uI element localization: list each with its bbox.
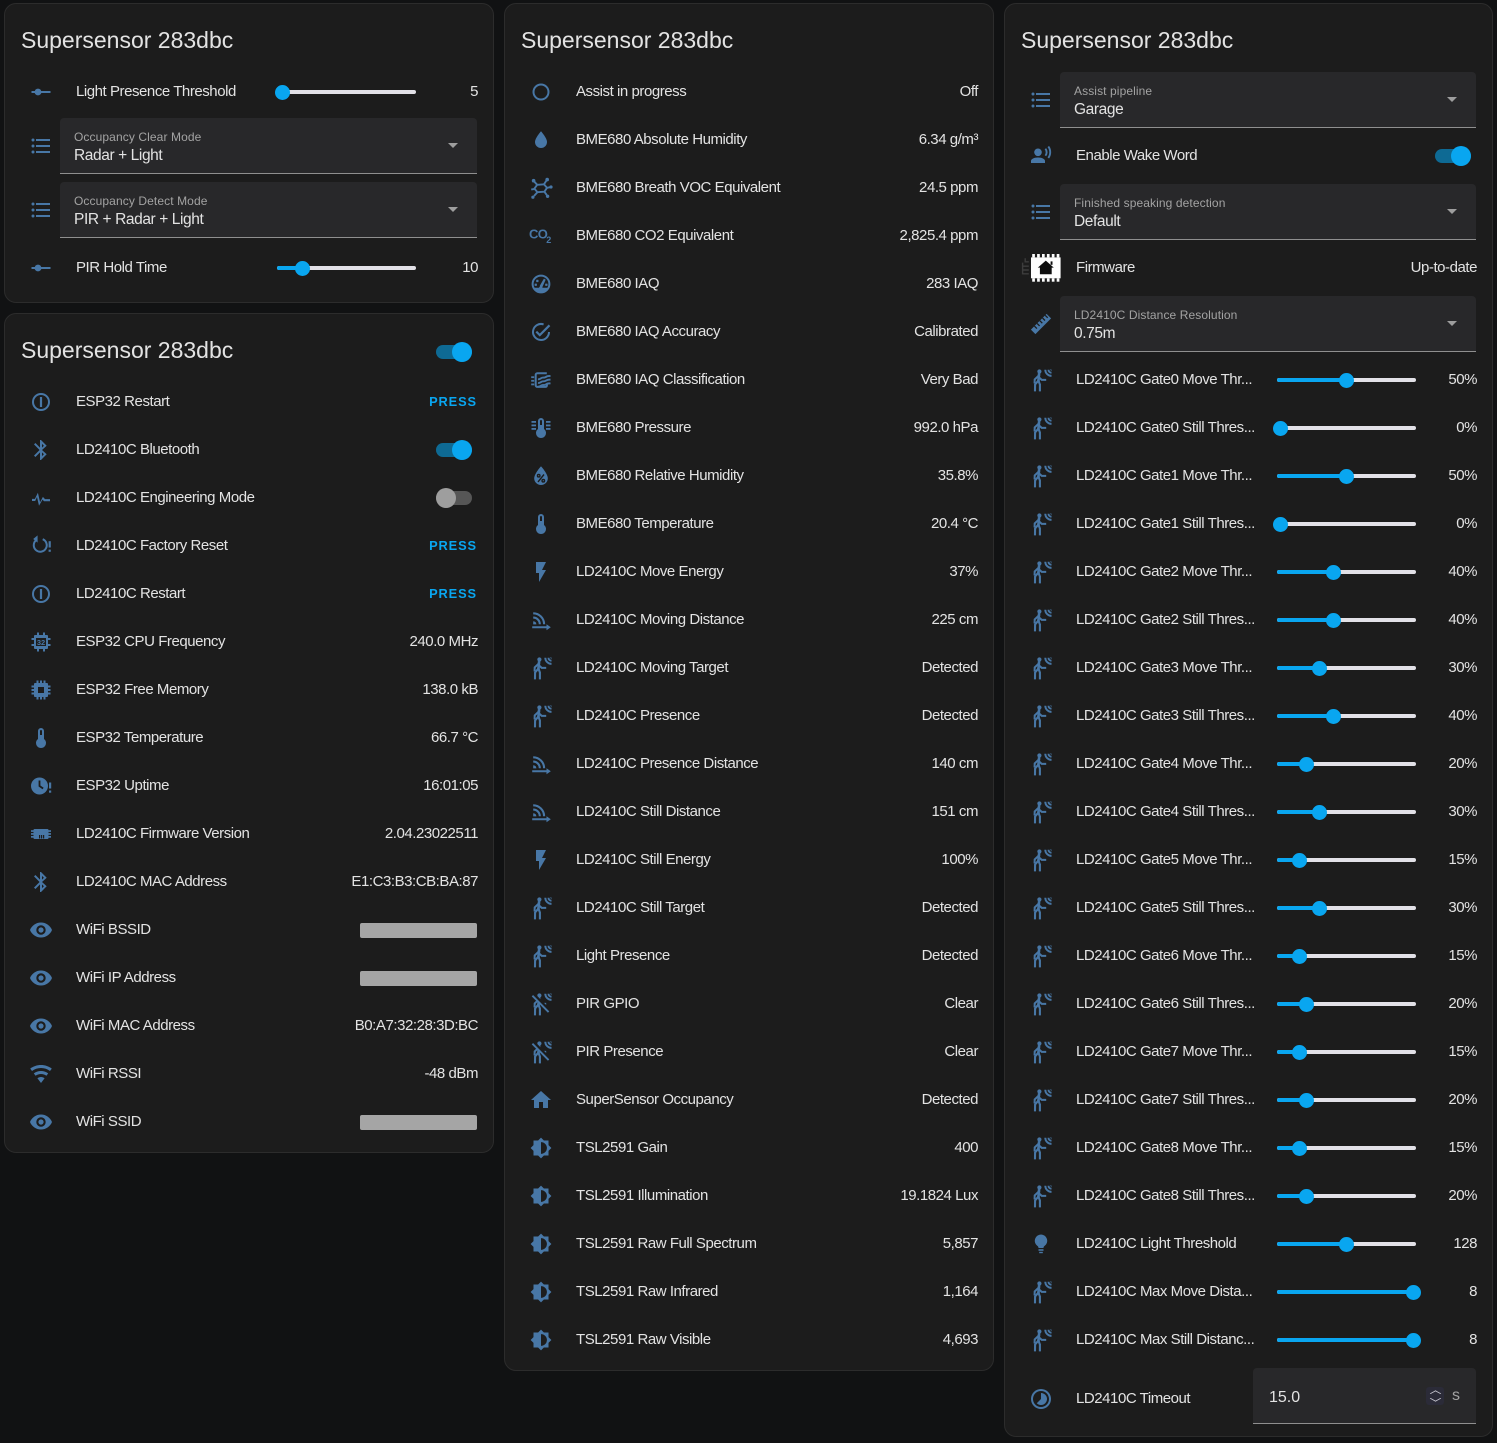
svg-text:2: 2 <box>546 235 551 245</box>
svg-text:CO: CO <box>529 227 548 242</box>
svg-text:32: 32 <box>37 638 45 647</box>
